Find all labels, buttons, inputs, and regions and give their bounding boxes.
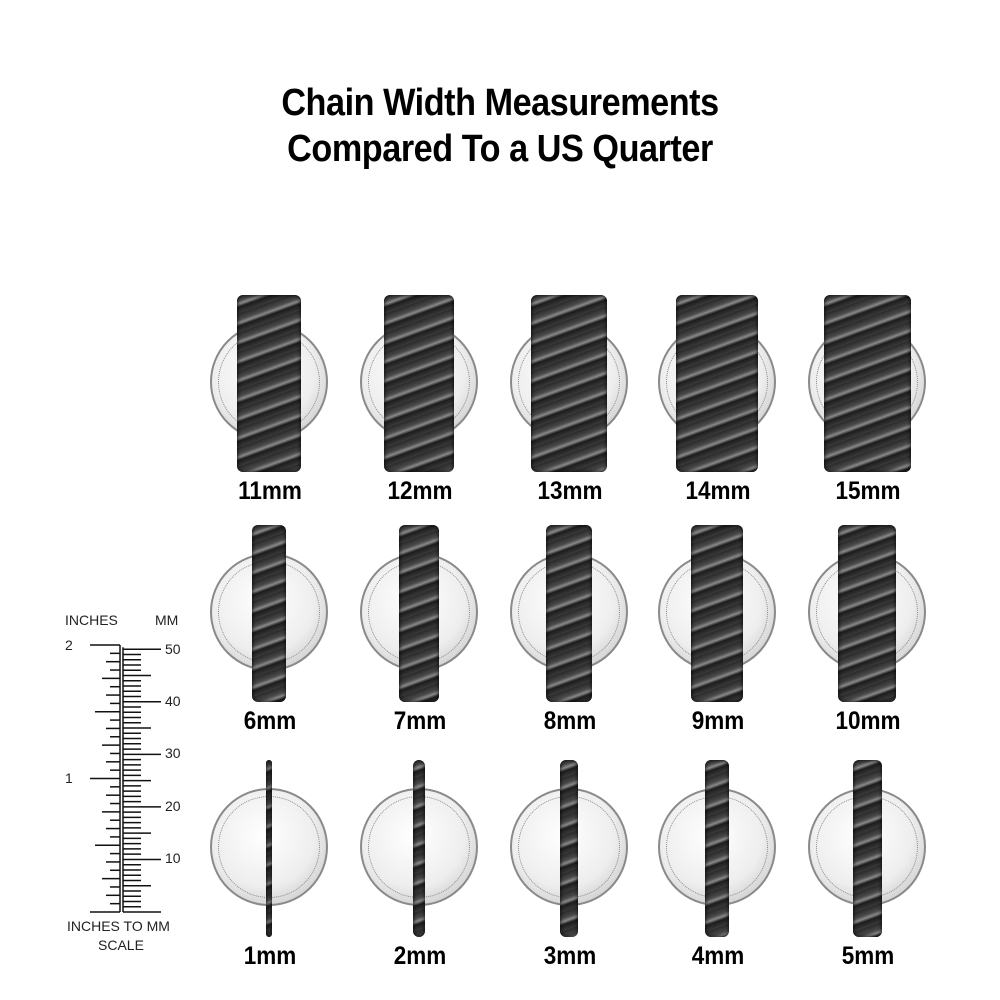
chain-width-label: 14mm: [685, 477, 751, 505]
chain-image: [531, 295, 607, 472]
chain-width-label: 7mm: [393, 707, 447, 735]
chain-width-label: 8mm: [543, 707, 597, 735]
chain-width-label: 5mm: [841, 942, 895, 970]
mm-header: MM: [155, 612, 179, 628]
chain-image: [413, 760, 425, 937]
chain-width-label: 1mm: [243, 942, 297, 970]
inch-label-1: 1: [65, 770, 73, 786]
mm-label-30: 30: [165, 745, 181, 761]
chain-image: [266, 760, 272, 937]
chain-sample-4mm: 4mm: [643, 760, 793, 990]
chain-sample-1mm: 1mm: [195, 760, 345, 990]
title-line-1: Chain Width Measurements: [281, 82, 719, 124]
chain-image: [676, 295, 758, 472]
chain-width-label: 2mm: [393, 942, 447, 970]
chain-sample-7mm: 7mm: [345, 525, 495, 755]
ruler-ticks: [90, 644, 161, 913]
scale-caption-2: SCALE: [98, 937, 144, 953]
chain-sample-13mm: 13mm: [495, 295, 645, 525]
chain-width-label: 3mm: [543, 942, 597, 970]
chain-image: [823, 295, 911, 472]
chain-sample-9mm: 9mm: [643, 525, 793, 755]
chain-image: [852, 760, 882, 937]
chain-width-label: 11mm: [238, 477, 302, 505]
chain-image: [838, 525, 896, 702]
chain-image: [398, 525, 440, 702]
chain-width-label: 15mm: [835, 477, 901, 505]
chain-sample-14mm: 14mm: [643, 295, 793, 525]
chain-sample-8mm: 8mm: [495, 525, 645, 755]
mm-label-50: 50: [165, 641, 181, 657]
chain-width-label: 9mm: [691, 707, 745, 735]
inches-header: INCHES: [65, 612, 118, 628]
chain-image: [237, 295, 301, 472]
chain-image: [384, 295, 454, 472]
chain-width-label: 12mm: [387, 477, 453, 505]
chain-width-label: 6mm: [243, 707, 297, 735]
chain-sample-12mm: 12mm: [345, 295, 495, 525]
chain-width-label: 13mm: [537, 477, 603, 505]
chain-sample-15mm: 15mm: [793, 295, 943, 525]
chain-sample-5mm: 5mm: [793, 760, 943, 990]
chain-sample-6mm: 6mm: [195, 525, 345, 755]
chain-width-label: 10mm: [835, 707, 901, 735]
chain-sample-2mm: 2mm: [345, 760, 495, 990]
chain-sample-3mm: 3mm: [495, 760, 645, 990]
inch-label-2: 2: [65, 637, 73, 653]
chain-image: [705, 760, 729, 937]
chain-width-label: 4mm: [691, 942, 745, 970]
chain-image: [560, 760, 578, 937]
chain-image: [545, 525, 593, 702]
title-line-2: Compared To a US Quarter: [287, 128, 713, 170]
mm-label-20: 20: [165, 798, 181, 814]
mm-label-40: 40: [165, 693, 181, 709]
chain-image: [690, 525, 744, 702]
scale-caption-1: INCHES TO MM: [67, 918, 170, 934]
chain-sample-11mm: 11mm: [195, 295, 345, 525]
mm-label-10: 10: [165, 850, 181, 866]
chain-sample-10mm: 10mm: [793, 525, 943, 755]
chain-image: [251, 525, 287, 702]
